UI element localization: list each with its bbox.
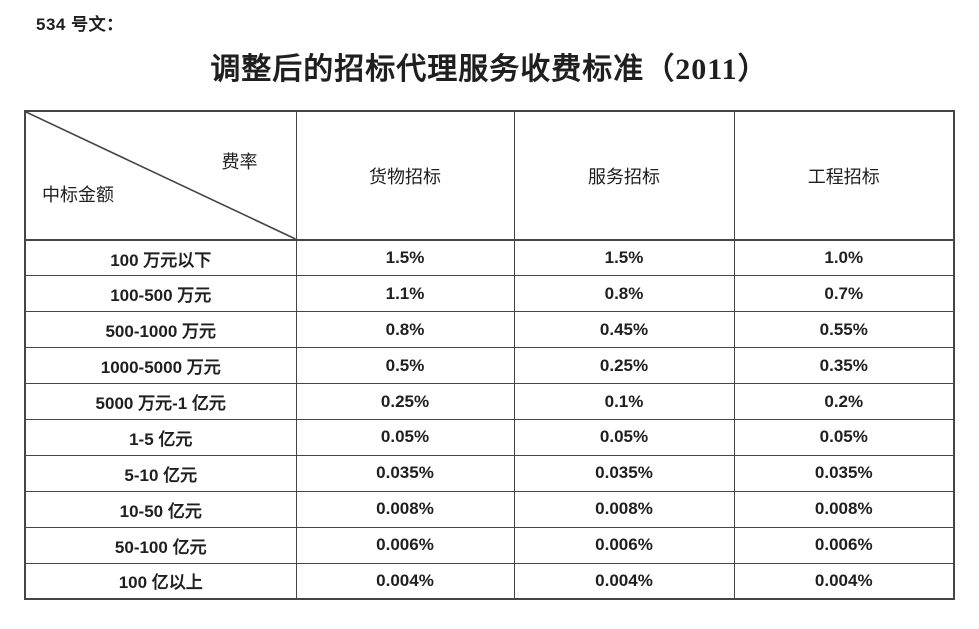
amount-cell: 5-10 亿元	[24, 454, 297, 492]
page-title: 调整后的招标代理服务收费标准（2011）	[210, 53, 769, 86]
table-row: 1000-5000 万元 0.5% 0.25% 0.35%	[24, 347, 955, 385]
service-rate-cell: 0.035%	[513, 454, 735, 492]
amount-cell: 100-500 万元	[24, 275, 297, 313]
service-rate-cell: 0.45%	[513, 311, 735, 349]
engineering-rate-cell: 0.008%	[733, 490, 955, 528]
service-rate-cell: 0.05%	[513, 418, 735, 456]
service-rate-cell: 0.8%	[513, 275, 735, 313]
table-row: 5-10 亿元 0.035% 0.035% 0.035%	[24, 454, 955, 492]
table-row: 100 亿以上 0.004% 0.004% 0.004%	[24, 562, 955, 600]
amount-cell: 500-1000 万元	[24, 311, 297, 349]
table-row: 1-5 亿元 0.05% 0.05% 0.05%	[24, 418, 955, 456]
amount-cell: 1000-5000 万元	[24, 347, 297, 385]
corner-header-cell: 费率 中标金额	[24, 110, 297, 241]
engineering-rate-cell: 0.7%	[733, 275, 955, 313]
amount-cell: 1-5 亿元	[24, 418, 297, 456]
column-header-engineering: 工程招标	[733, 110, 955, 241]
goods-rate-cell: 0.25%	[295, 383, 515, 420]
service-rate-cell: 0.25%	[513, 347, 735, 385]
amount-cell: 5000 万元-1 亿元	[24, 383, 297, 420]
table-row: 100 万元以下 1.5% 1.5% 1.0%	[24, 239, 955, 277]
header-row: 费率 中标金额 货物招标 服务招标 工程招标	[24, 110, 955, 241]
goods-rate-cell: 1.5%	[295, 239, 515, 277]
engineering-rate-cell: 0.004%	[733, 562, 955, 600]
table-row: 10-50 亿元 0.008% 0.008% 0.008%	[24, 490, 955, 528]
engineering-rate-cell: 0.05%	[733, 418, 955, 456]
amount-cell: 100 亿以上	[24, 562, 297, 600]
service-rate-cell: 0.006%	[513, 526, 735, 564]
goods-rate-cell: 0.035%	[295, 454, 515, 492]
engineering-rate-cell: 0.006%	[733, 526, 955, 564]
goods-rate-cell: 0.008%	[295, 490, 515, 528]
amount-cell: 50-100 亿元	[24, 526, 297, 564]
engineering-rate-cell: 0.35%	[733, 347, 955, 385]
table-row: 100-500 万元 1.1% 0.8% 0.7%	[24, 275, 955, 313]
doc-number-label: 534 号文：	[36, 15, 124, 34]
fee-table: 费率 中标金额 货物招标 服务招标 工程招标 100 万元以下 1.5% 1.5% 1…	[24, 110, 955, 600]
goods-rate-cell: 0.5%	[295, 347, 515, 385]
diagonal-divider-line	[26, 112, 296, 239]
engineering-rate-cell: 0.2%	[733, 383, 955, 420]
goods-rate-cell: 0.05%	[295, 418, 515, 456]
corner-label-rate: 费率	[221, 152, 258, 172]
goods-rate-cell: 0.004%	[295, 562, 515, 600]
engineering-rate-cell: 1.0%	[733, 239, 955, 277]
fee-table-body: 100 万元以下 1.5% 1.5% 1.0% 100-500 万元 1.1% 0.8% 0.…	[24, 239, 955, 600]
engineering-rate-cell: 0.55%	[733, 311, 955, 349]
table-row: 50-100 亿元 0.006% 0.006% 0.006%	[24, 526, 955, 564]
corner-label-amount: 中标金额	[42, 185, 114, 205]
goods-rate-cell: 1.1%	[295, 275, 515, 313]
column-header-goods: 货物招标	[295, 110, 515, 241]
service-rate-cell: 0.004%	[513, 562, 735, 600]
column-header-service: 服务招标	[513, 110, 735, 241]
amount-cell: 10-50 亿元	[24, 490, 297, 528]
table-row: 5000 万元-1 亿元 0.25% 0.1% 0.2%	[24, 383, 955, 420]
goods-rate-cell: 0.8%	[295, 311, 515, 349]
table-row: 500-1000 万元 0.8% 0.45% 0.55%	[24, 311, 955, 349]
service-rate-cell: 1.5%	[513, 239, 735, 277]
service-rate-cell: 0.1%	[513, 383, 735, 420]
goods-rate-cell: 0.006%	[295, 526, 515, 564]
amount-cell: 100 万元以下	[24, 239, 297, 277]
service-rate-cell: 0.008%	[513, 490, 735, 528]
engineering-rate-cell: 0.035%	[733, 454, 955, 492]
